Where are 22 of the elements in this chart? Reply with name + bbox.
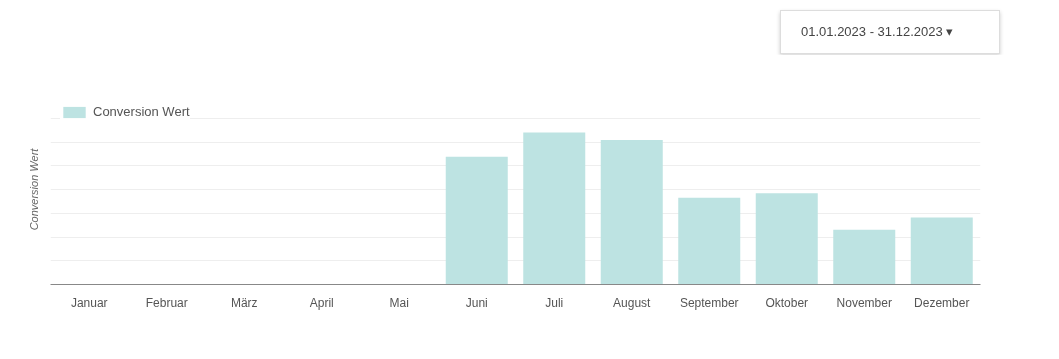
bar: [523, 132, 586, 285]
legend-label: Conversion Wert: [93, 104, 190, 119]
x-tick-label: März: [230, 295, 258, 310]
bar: [600, 140, 663, 285]
x-tick-label: Juni: [465, 295, 488, 310]
bar: [678, 197, 741, 285]
x-tick-label: Februar: [145, 295, 188, 310]
text: 01.01.2023 - 31.12.2023 ▾: [801, 23, 954, 41]
y-axis-title: Conversion Wert: [27, 147, 40, 231]
x-tick-label: Mai: [389, 295, 409, 310]
bar: [910, 217, 973, 285]
bar: [833, 229, 896, 285]
x-tick-label: April: [309, 295, 334, 310]
x-tick-label: September: [679, 295, 739, 310]
bar: [755, 193, 818, 285]
x-tick-label: August: [613, 295, 652, 310]
x-tick-label: Juli: [545, 295, 564, 310]
x-tick-label: Oktober: [765, 295, 809, 310]
x-tick-label: Dezember: [914, 295, 970, 310]
x-tick-label: November: [836, 295, 892, 310]
bar: [445, 156, 508, 285]
x-tick-label: Januar: [70, 295, 108, 310]
